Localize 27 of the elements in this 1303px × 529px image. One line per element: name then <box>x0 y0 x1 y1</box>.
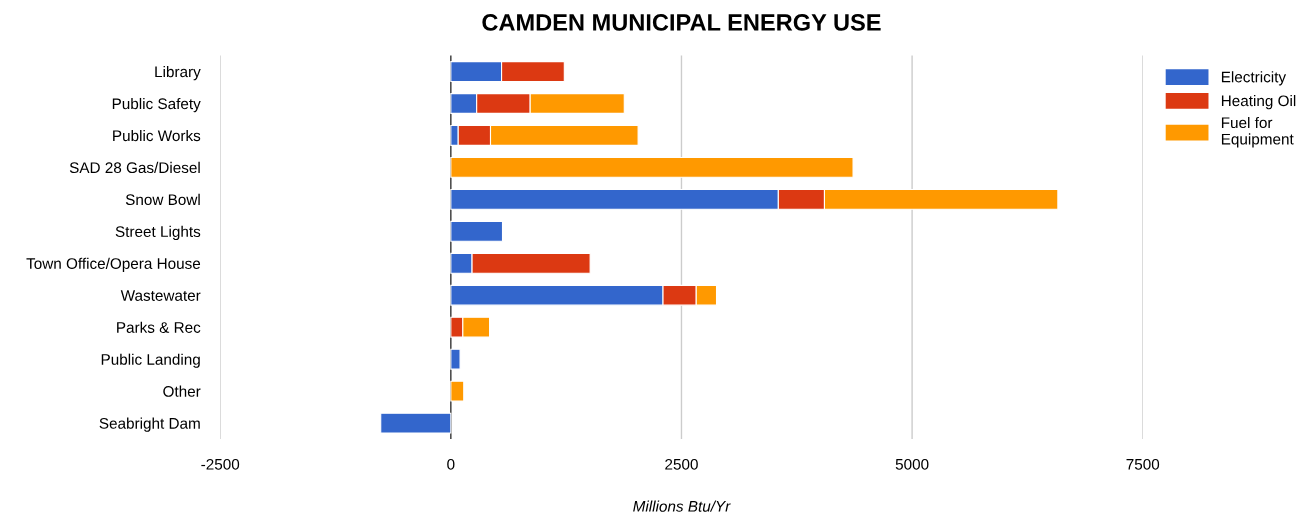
y-tick-label: Town Office/Opera House <box>26 257 201 272</box>
bar <box>450 380 465 402</box>
x-tick-label: 5000 <box>895 458 929 470</box>
legend-label: Heating Oil <box>1221 95 1296 110</box>
y-tick-label: Other <box>163 385 201 397</box>
y-tick-label: SAD 28 Gas/Diesel <box>69 161 200 174</box>
y-tick-label: Public Landing <box>101 353 200 368</box>
bar <box>450 348 461 370</box>
y-tick-label: Snow Bowl <box>125 193 200 206</box>
x-axis-title: Millions Btu/Yr <box>633 500 731 512</box>
y-tick-label: Seabright Dam <box>99 417 200 432</box>
x-tick-label: -2500 <box>201 458 240 470</box>
y-tick-label: Library <box>155 65 201 81</box>
legend-label: Fuel for Equipment <box>1221 116 1294 148</box>
legend-label: Electricity <box>1221 71 1287 86</box>
y-tick-label: Public Works <box>113 129 201 142</box>
x-tick-label: 7500 <box>1126 458 1160 470</box>
x-tick-label: 2500 <box>665 458 698 470</box>
y-tick-label: Parks & Rec <box>117 321 201 333</box>
chart-title: CAMDEN MUNICIPAL ENERGY USE <box>482 14 881 31</box>
y-tick-label: Public Safety <box>112 97 201 113</box>
bar <box>450 220 504 242</box>
bar <box>380 412 452 434</box>
x-tick-label: 0 <box>447 458 455 470</box>
y-tick-label: Wastewater <box>120 290 201 301</box>
y-tick-label: Street Lights <box>115 225 201 241</box>
bar <box>450 156 854 178</box>
